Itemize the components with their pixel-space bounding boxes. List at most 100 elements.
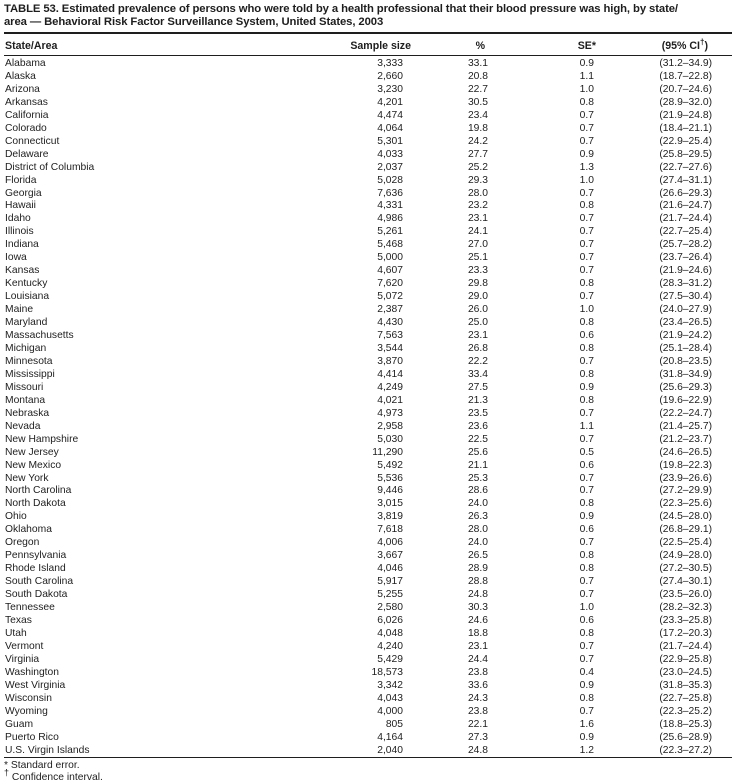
se-value: 0.7 <box>579 291 594 303</box>
se-value: 0.7 <box>579 472 594 484</box>
ci-value: (26.8–29.1) <box>659 524 712 536</box>
se-value: 0.7 <box>579 705 594 717</box>
ci-value: (31.8–35.3) <box>659 679 712 691</box>
ci-value: (20.7–24.6) <box>659 83 712 95</box>
percent-value: 28.9 <box>467 563 488 575</box>
percent-value: 23.6 <box>467 420 488 432</box>
se-value: 0.9 <box>579 148 594 160</box>
state-area-name: Washington <box>5 666 59 678</box>
se-value: 0.7 <box>579 355 594 367</box>
sample-size-value: 4,046 <box>377 563 403 575</box>
table-row: Pennsylvania 3,667 26.5 0.8 (24.9–28.0) <box>4 550 732 563</box>
sample-size-value: 4,201 <box>377 96 403 108</box>
sample-size-value: 4,000 <box>377 705 403 717</box>
state-area-name: Georgia <box>5 187 42 199</box>
percent-value: 19.8 <box>467 122 488 134</box>
state-area-name: Tennessee <box>5 602 55 614</box>
state-area-name: Iowa <box>5 252 27 264</box>
state-area-name: Arizona <box>5 83 40 95</box>
se-value: 0.6 <box>579 524 594 536</box>
state-area-name: Mississippi <box>5 368 55 380</box>
percent-value: 24.1 <box>467 226 488 238</box>
table-row: Oregon 4,006 24.0 0.7 (22.5–25.4) <box>4 537 732 550</box>
sample-size-value: 4,607 <box>377 265 403 277</box>
table-body: Alabama 3,333 33.1 0.9 (31.2–34.9) Alaska 2,66… <box>4 56 732 758</box>
table-row: North Carolina 9,446 28.6 0.7 (27.2–29.9) <box>4 485 732 498</box>
state-area-name: Alaska <box>5 70 36 82</box>
se-value: 0.6 <box>579 614 594 626</box>
sample-size-value: 7,563 <box>377 330 403 342</box>
sample-size-value: 5,000 <box>377 252 403 264</box>
ci-value: (31.8–34.9) <box>659 368 712 380</box>
ci-value: (18.7–22.8) <box>659 70 712 82</box>
ci-value: (25.7–28.2) <box>659 239 712 251</box>
state-area-name: District of Columbia <box>5 161 95 173</box>
ci-value: (27.5–30.4) <box>659 291 712 303</box>
sample-size-value: 7,636 <box>377 187 403 199</box>
sample-size-value: 2,580 <box>377 602 403 614</box>
se-value: 0.8 <box>579 317 594 329</box>
percent-value: 24.3 <box>467 692 488 704</box>
ci-value: (23.4–26.5) <box>659 317 712 329</box>
table-row: Rhode Island 4,046 28.9 0.8 (27.2–30.5) <box>4 563 732 576</box>
table-row: Hawaii 4,331 23.2 0.8 (21.6–24.7) <box>4 200 732 213</box>
footnote-standard-error-text: Standard error. <box>10 760 80 772</box>
percent-value: 20.8 <box>467 70 488 82</box>
state-area-name: Indiana <box>5 239 39 251</box>
table-row: California 4,474 23.4 0.7 (21.9–24.8) <box>4 110 732 123</box>
se-value: 0.7 <box>579 653 594 665</box>
ci-value: (21.6–24.7) <box>659 200 712 212</box>
percent-value: 24.2 <box>467 135 488 147</box>
ci-value: (31.2–34.9) <box>659 58 712 69</box>
state-area-name: New York <box>5 472 49 484</box>
ci-value: (17.2–20.3) <box>659 627 712 639</box>
percent-value: 26.8 <box>467 342 488 354</box>
se-value: 0.7 <box>579 252 594 264</box>
sample-size-value: 4,021 <box>377 394 403 406</box>
percent-value: 28.0 <box>467 524 488 536</box>
footnote-confidence-interval-text: Confidence interval. <box>11 771 103 782</box>
table-row: New Jersey 11,290 25.6 0.5 (24.6–26.5) <box>4 447 732 460</box>
col-header-percent: % <box>412 33 492 56</box>
ci-value: (25.1–28.4) <box>659 342 712 354</box>
table-row: Wyoming 4,000 23.8 0.7 (22.3–25.2) <box>4 706 732 719</box>
ci-value: (28.3–31.2) <box>659 278 712 290</box>
table-row: New York 5,536 25.3 0.7 (23.9–26.6) <box>4 473 732 486</box>
ci-value: (27.4–30.1) <box>659 576 712 588</box>
ci-value: (24.5–28.0) <box>659 511 712 523</box>
se-value: 0.4 <box>579 666 594 678</box>
table-row: Massachusetts 7,563 23.1 0.6 (21.9–24.2) <box>4 330 732 343</box>
state-area-name: Texas <box>5 614 32 626</box>
table-title-line-2: area — Behavioral Risk Factor Surveillan… <box>4 16 384 28</box>
percent-value: 33.6 <box>467 679 488 691</box>
se-value: 1.0 <box>579 174 594 186</box>
footnote-confidence-interval: † Confidence interval. <box>4 768 732 782</box>
sample-size-value: 2,958 <box>377 420 403 432</box>
sample-size-value: 4,430 <box>377 317 403 329</box>
sample-size-value: 5,492 <box>377 459 403 471</box>
se-value: 0.8 <box>579 692 594 704</box>
ci-value: (23.9–26.6) <box>659 472 712 484</box>
table-row: Florida 5,028 29.3 1.0 (27.4–31.1) <box>4 175 732 188</box>
ci-value: (28.2–32.3) <box>659 602 712 614</box>
percent-value: 24.0 <box>467 537 488 549</box>
table-row: Indiana 5,468 27.0 0.7 (25.7–28.2) <box>4 239 732 252</box>
table-row: Louisiana 5,072 29.0 0.7 (27.5–30.4) <box>4 291 732 304</box>
sample-size-value: 5,261 <box>377 226 403 238</box>
table-row: Kentucky 7,620 29.8 0.8 (28.3–31.2) <box>4 278 732 291</box>
se-value: 0.8 <box>579 563 594 575</box>
col-header-se-label: SE <box>577 40 592 52</box>
percent-value: 29.3 <box>467 174 488 186</box>
percent-value: 24.8 <box>467 744 488 756</box>
col-header-se-asterisk: * <box>591 40 596 52</box>
state-area-name: New Hampshire <box>5 433 79 445</box>
se-value: 1.6 <box>579 718 594 730</box>
se-value: 0.7 <box>579 187 594 199</box>
state-area-name: Idaho <box>5 213 31 225</box>
se-value: 0.9 <box>579 679 594 691</box>
percent-value: 25.6 <box>467 446 488 458</box>
table-row: Georgia 7,636 28.0 0.7 (26.6–29.3) <box>4 188 732 201</box>
sample-size-value: 5,301 <box>377 135 403 147</box>
ci-value: (23.0–24.5) <box>659 666 712 678</box>
table-row: Nebraska 4,973 23.5 0.7 (22.2–24.7) <box>4 408 732 421</box>
